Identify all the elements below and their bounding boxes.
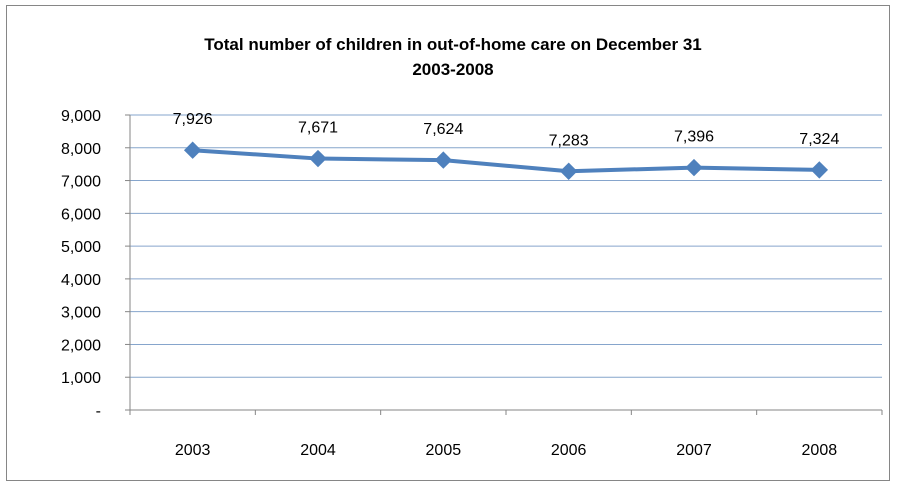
y-tick-label: 2,000 (61, 337, 101, 354)
y-tick-label: 7,000 (61, 174, 101, 191)
data-point-marker (685, 158, 703, 177)
x-tick-label: 2007 (676, 442, 712, 459)
x-tick-label: 2008 (802, 442, 838, 459)
data-label: 7,624 (423, 121, 463, 138)
y-tick-label: 5,000 (61, 239, 101, 256)
y-tick-label: 8,000 (61, 141, 101, 158)
data-label: 7,283 (549, 132, 589, 149)
y-tick-label: 3,000 (61, 305, 101, 322)
data-label: 7,324 (799, 131, 839, 148)
x-tick-label: 2003 (175, 442, 211, 459)
data-label: 7,926 (173, 111, 213, 128)
x-tick-label: 2004 (300, 442, 336, 459)
axes (125, 114, 883, 415)
tick-labels: - 1,000 2,000 3,000 4,000 5,000 6,000 7,000 8,00… (61, 108, 837, 459)
data-point-marker (183, 141, 202, 159)
data-labels: 7,926 7,671 7,624 7,283 7,396 7,324 (173, 111, 840, 149)
y-tick-label: 9,000 (61, 108, 101, 125)
series-group (183, 141, 829, 180)
chart-title: Total number of children in out-of-home … (204, 35, 701, 54)
y-tick-label: 6,000 (61, 206, 101, 223)
series-line (192, 148, 820, 174)
y-tick-label: 1,000 (61, 370, 101, 387)
x-tick-label: 2006 (551, 442, 587, 459)
chart-frame (6, 5, 890, 481)
data-point-marker (810, 161, 829, 179)
y-tick-label: 4,000 (61, 272, 101, 289)
data-point-marker (434, 151, 453, 169)
data-label: 7,396 (674, 129, 714, 146)
data-label: 7,671 (298, 120, 338, 137)
data-point-marker (309, 149, 327, 168)
gridlines (130, 114, 882, 378)
y-tick-label: - (96, 403, 101, 420)
chart-subtitle: 2003-2008 (412, 60, 493, 79)
data-point-marker (559, 162, 578, 180)
x-tick-label: 2005 (426, 442, 462, 459)
